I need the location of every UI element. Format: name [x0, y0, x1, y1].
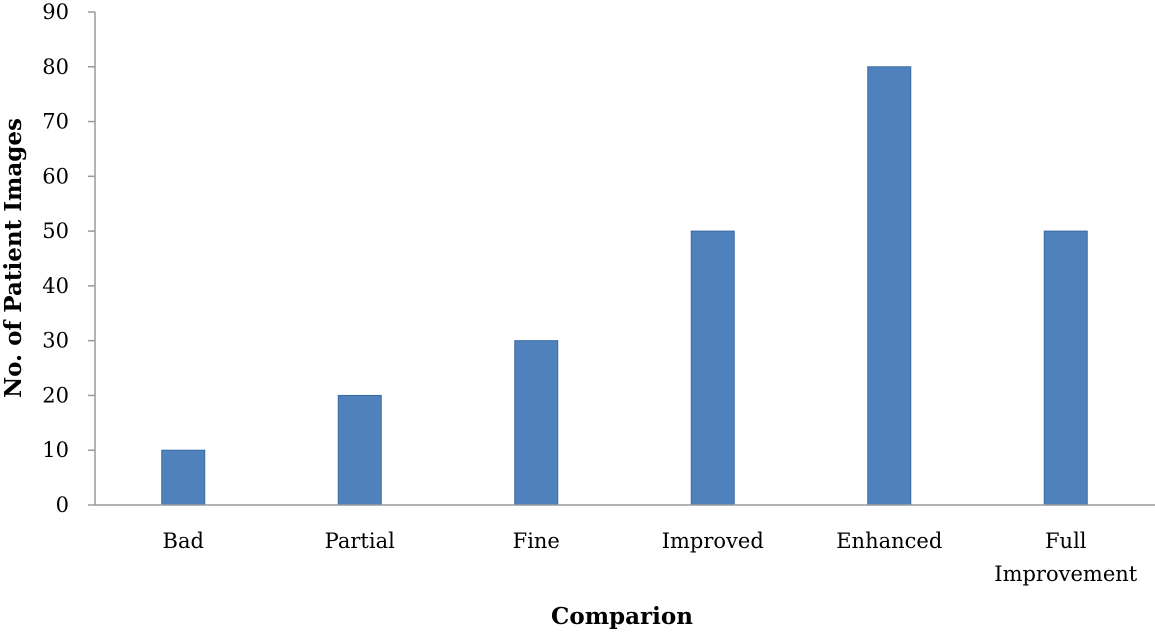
x-tick-label: Full Improvement — [994, 529, 1137, 586]
y-tick-label: 70 — [42, 110, 69, 134]
bar — [514, 340, 559, 506]
bar — [337, 394, 382, 506]
x-axis-title: Comparion — [551, 603, 693, 630]
y-tick-label: 50 — [42, 219, 69, 243]
bar — [867, 66, 912, 506]
y-tick-label: 10 — [42, 438, 69, 462]
y-tick-label: 0 — [56, 493, 69, 517]
y-axis-title: No. of Patient Images — [0, 118, 27, 398]
y-tick-label: 90 — [42, 0, 69, 24]
y-tick-label: 80 — [42, 55, 69, 79]
x-tick-label: Partial — [325, 529, 395, 553]
y-tick-labels: 0 10 20 30 40 50 60 70 80 90 — [42, 0, 69, 517]
y-tick-label: 30 — [42, 329, 69, 353]
x-tick-label: Improved — [662, 529, 764, 553]
bar — [161, 449, 206, 506]
y-tick-label: 20 — [42, 383, 69, 407]
x-tick-label: Fine — [513, 529, 560, 553]
y-tick-label: 40 — [42, 274, 69, 298]
x-tick-label: Bad — [163, 529, 204, 553]
bars-layer — [161, 66, 1088, 506]
y-tick-label: 60 — [42, 164, 69, 188]
axes-layer — [88, 11, 1155, 506]
bar — [690, 230, 735, 506]
bar — [1043, 230, 1088, 506]
x-tick-label: Enhanced — [836, 529, 942, 553]
x-tick-labels: Bad Partial Fine Improved Enhanced Full Improv… — [163, 529, 1138, 586]
